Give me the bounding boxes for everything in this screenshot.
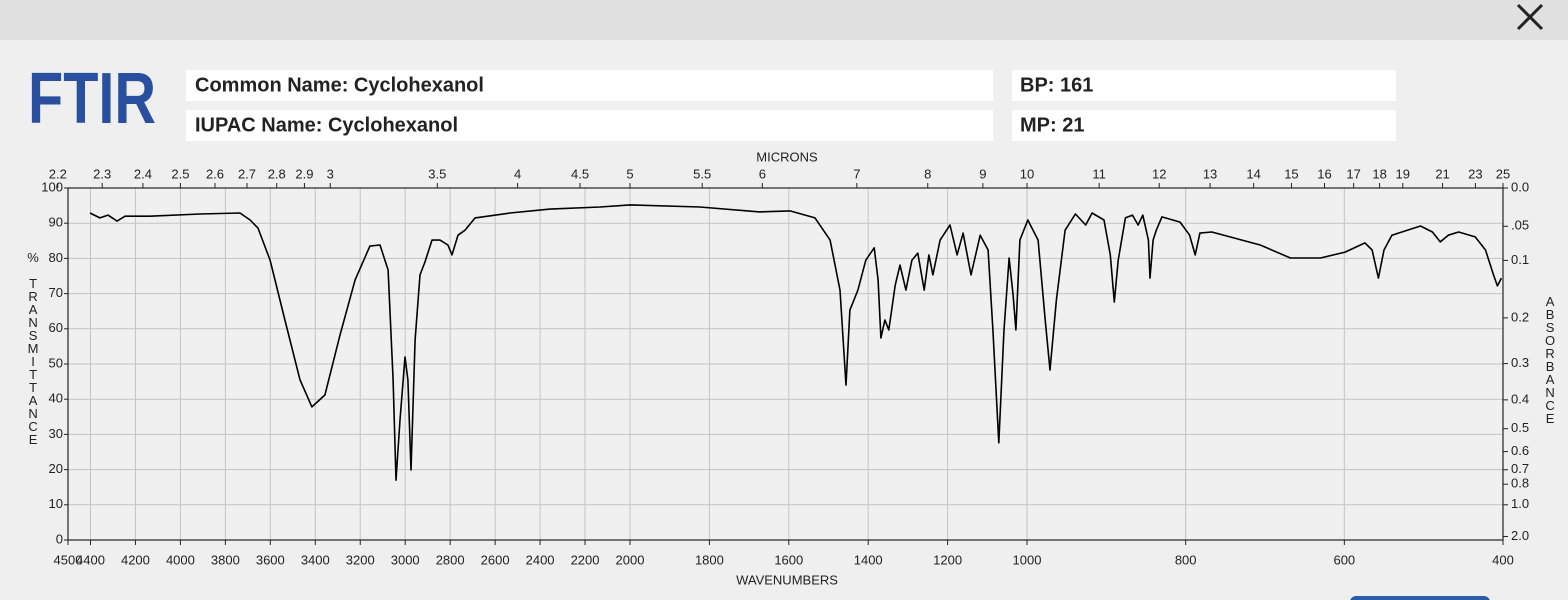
- y2-tick-label: 0.3: [1511, 355, 1529, 370]
- y-tick-label: 30: [49, 426, 63, 441]
- x-tick-label: 2400: [526, 552, 555, 567]
- x2-tick-label: 25: [1496, 166, 1510, 181]
- x-tick-label: 1000: [1013, 552, 1042, 567]
- y-tick-label: 40: [49, 391, 63, 406]
- x-tick-label: 2600: [481, 552, 510, 567]
- x2-tick-label: 2.5: [171, 166, 189, 181]
- y2-tick-label: 2.0: [1511, 528, 1529, 543]
- x2-tick-label: 4: [514, 166, 521, 181]
- y2-tick-label: 1.0: [1511, 496, 1529, 511]
- field-box: [1012, 70, 1396, 101]
- x2-tick-label: 5: [626, 166, 633, 181]
- x-tick-label: 1600: [774, 552, 803, 567]
- x-tick-label: 3800: [211, 552, 240, 567]
- field-box: [186, 70, 993, 101]
- y2-axis-title: ABSORBANCE: [1543, 294, 1558, 424]
- melting-point: MP: 21: [1020, 114, 1084, 136]
- y-tick-label: 60: [49, 320, 63, 335]
- x2-tick-label: 18: [1372, 166, 1386, 181]
- x2-tick-label: 2.2: [49, 166, 67, 181]
- y2-tick-label: 0.5: [1511, 420, 1529, 435]
- x-tick-label: 4000: [166, 552, 195, 567]
- y-tick-label: 100: [41, 179, 63, 194]
- x2-tick-label: 3: [327, 166, 334, 181]
- x-tick-label: 4200: [121, 552, 150, 567]
- x2-tick-label: 12: [1152, 166, 1166, 181]
- x2-tick-label: 8: [924, 166, 931, 181]
- y-axis-title: % TRANSMITTANCE: [26, 250, 41, 445]
- x-tick-label: 1400: [854, 552, 883, 567]
- x2-axis-title: MICRONS: [756, 149, 818, 164]
- y2-tick-label: 0.8: [1511, 476, 1529, 491]
- x2-tick-label: 2.6: [206, 166, 224, 181]
- y-tick-label: 50: [49, 355, 63, 370]
- y2-tick-label: 0.0: [1511, 179, 1529, 194]
- x-tick-label: 1200: [933, 552, 962, 567]
- y-tick-label: 80: [49, 250, 63, 265]
- x-tick-label: 400: [1492, 552, 1514, 567]
- x2-tick-label: 9: [979, 166, 986, 181]
- x2-tick-label: 6: [759, 166, 766, 181]
- x-axis-title: WAVENUMBERS: [736, 572, 838, 587]
- y2-tick-label: 0.2: [1511, 309, 1529, 324]
- x2-tick-label: 2.3: [93, 166, 111, 181]
- x2-tick-label: 19: [1396, 166, 1410, 181]
- x-tick-label: 3200: [346, 552, 375, 567]
- y-tick-label: 0: [56, 531, 63, 546]
- field-box: [1012, 110, 1396, 141]
- iupac-name: IUPAC Name: Cyclohexanol: [195, 114, 458, 136]
- x2-tick-label: 2.4: [134, 166, 152, 181]
- x-tick-label: 3000: [391, 552, 420, 567]
- y-tick-label: 90: [49, 215, 63, 230]
- y2-tick-label: 0.6: [1511, 443, 1529, 458]
- x-tick-label: 2000: [616, 552, 645, 567]
- x-tick-label: 4500: [54, 552, 83, 567]
- x-tick-label: 2200: [571, 552, 600, 567]
- x-tick-label: 600: [1333, 552, 1355, 567]
- x2-tick-label: 16: [1317, 166, 1331, 181]
- y-tick-label: 20: [49, 461, 63, 476]
- x2-tick-label: 4.5: [571, 166, 589, 181]
- x2-tick-label: 23: [1468, 166, 1482, 181]
- x2-tick-label: 2.8: [268, 166, 286, 181]
- top-bar: [0, 0, 1568, 40]
- x2-tick-label: 5.5: [693, 166, 711, 181]
- y2-tick-label: .05: [1511, 218, 1529, 233]
- spectrum-line: [89, 204, 1503, 481]
- x-tick-label: 2800: [436, 552, 465, 567]
- x2-tick-label: 2.9: [295, 166, 313, 181]
- field-box: [186, 110, 993, 141]
- x2-tick-label: 14: [1246, 166, 1260, 181]
- y-tick-label: 10: [49, 496, 63, 511]
- boiling-point: BP: 161: [1020, 74, 1093, 96]
- x2-tick-label: 7: [853, 166, 860, 181]
- x2-tick-label: 11: [1092, 166, 1106, 181]
- x-tick-label: 800: [1175, 552, 1197, 567]
- x2-tick-label: 15: [1284, 166, 1298, 181]
- x-tick-label: 3400: [301, 552, 330, 567]
- button[interactable]: [1350, 596, 1490, 600]
- close-button[interactable]: [1516, 3, 1544, 31]
- x2-tick-label: 21: [1435, 166, 1449, 181]
- y2-tick-label: 0.1: [1511, 252, 1529, 267]
- x-tick-label: 1800: [695, 552, 724, 567]
- logo: FTIR: [28, 59, 156, 139]
- x-tick-label: 4400: [76, 552, 105, 567]
- x2-tick-label: 3.5: [428, 166, 446, 181]
- y2-tick-label: 0.4: [1511, 391, 1529, 406]
- x2-tick-label: 10: [1020, 166, 1034, 181]
- x2-tick-label: 13: [1203, 166, 1217, 181]
- x2-tick-label: 17: [1346, 166, 1360, 181]
- x-tick-label: 3600: [256, 552, 285, 567]
- y2-tick-label: 0.7: [1511, 461, 1529, 476]
- x2-tick-label: 2.7: [238, 166, 256, 181]
- y-tick-label: 70: [49, 285, 63, 300]
- common-name: Common Name: Cyclohexanol: [195, 74, 484, 96]
